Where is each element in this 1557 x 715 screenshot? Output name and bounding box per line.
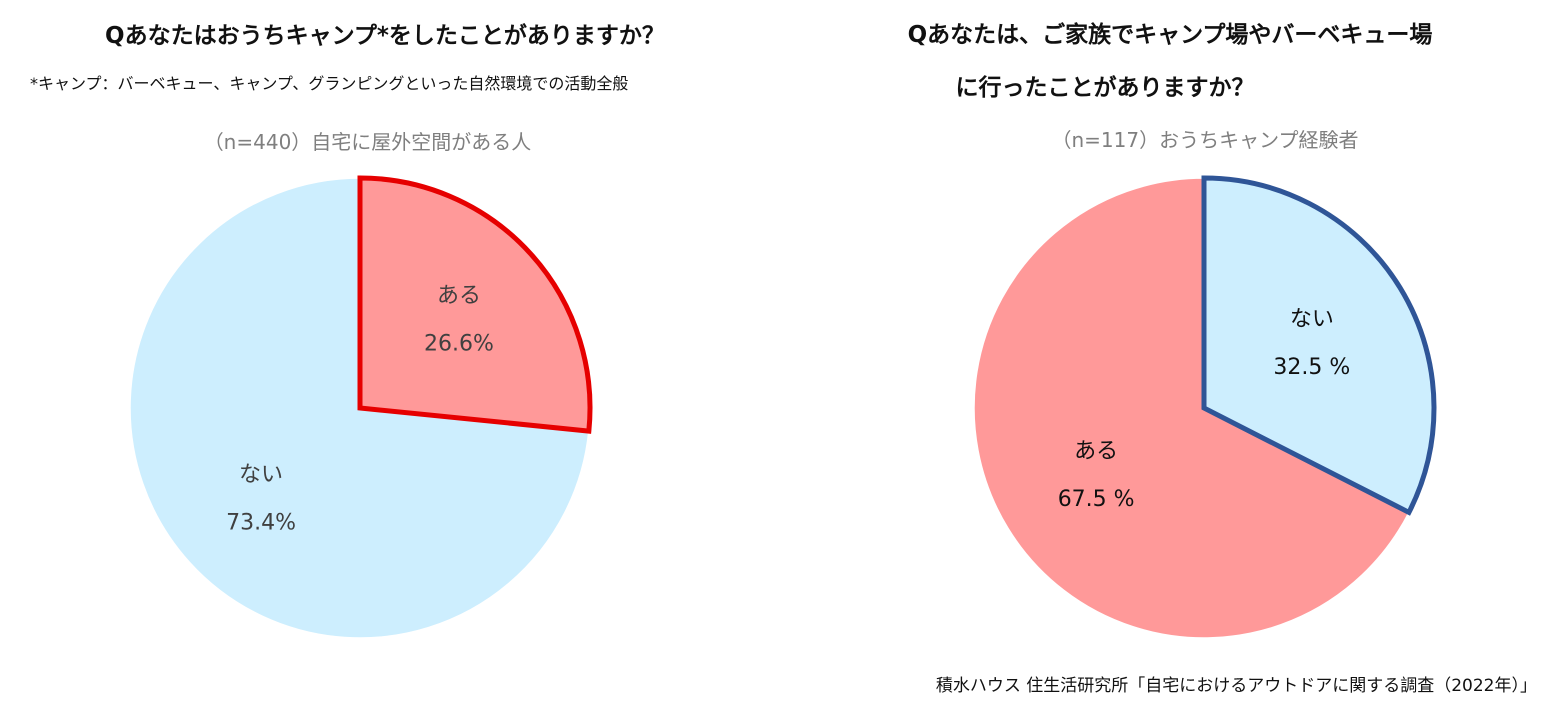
- slice-category-label: ある: [437, 284, 481, 309]
- left-chart-sample-label: （n=440）自宅に屋外空間がある人: [203, 130, 532, 154]
- slice-value-label: 73.4%: [226, 510, 296, 535]
- slice-category-label: ない: [239, 462, 283, 487]
- left-pie-chart: ある 26.6% ない 73.4%: [129, 175, 593, 639]
- left-chart-title: Qあなたはおうちキャンプ*をしたことがありますか？: [105, 23, 665, 49]
- left-chart-footnote: *キャンプ：バーベキュー、キャンプ、グランピングといった自然環境での活動全般: [30, 74, 629, 93]
- right-chart-title-line1: Qあなたは、ご家族でキャンプ場やバーベキュー場: [907, 22, 1433, 48]
- slice-value-label: 32.5 %: [1273, 355, 1350, 380]
- right-chart-sample-label: （n=117）おうちキャンプ経験者: [1051, 128, 1359, 152]
- slice-category-label: ない: [1290, 307, 1334, 332]
- pie-slice-nai: [1201, 175, 1437, 516]
- right-pie-chart: ない 32.5 % ある 67.5 %: [973, 175, 1437, 639]
- source-citation: 積水ハウス 住生活研究所「自宅におけるアウトドアに関する調査（2022年）」: [935, 676, 1537, 696]
- pie-slice-aru: [973, 177, 1410, 639]
- right-chart-title-line2: に行ったことがありますか？: [955, 75, 1255, 101]
- slice-value-label: 26.6%: [424, 332, 494, 357]
- pie-slice-aru: [357, 175, 593, 434]
- slice-category-label: ある: [1074, 439, 1118, 464]
- slice-value-label: 67.5 %: [1058, 487, 1135, 512]
